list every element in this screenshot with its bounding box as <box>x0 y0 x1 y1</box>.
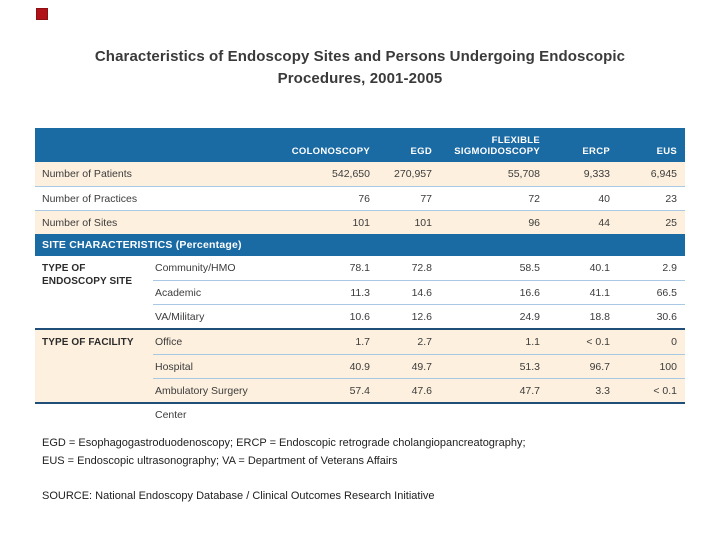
cell-value: 18.8 <box>589 311 610 323</box>
cell-value: 57.4 <box>349 385 370 397</box>
column-header-flexible-sigmoidoscopy: FLEXIBLE SIGMOIDOSCOPY <box>454 135 540 157</box>
cell-value: 72.8 <box>411 262 432 274</box>
row-label: Hospital <box>155 361 193 373</box>
cell-value: < 0.1 <box>653 385 677 397</box>
cell-value: 2.7 <box>417 336 432 348</box>
row-label: Office <box>155 336 183 348</box>
cell-value: 58.5 <box>519 262 540 274</box>
cell-value: 24.9 <box>519 311 540 323</box>
cell-value: 2.9 <box>662 262 677 274</box>
group-label: TYPE OF FACILITY <box>42 337 134 348</box>
table-header-row: COLONOSCOPY EGD FLEXIBLE SIGMOIDOSCOPY ERCP… <box>35 128 685 162</box>
source-line: SOURCE: National Endoscopy Database / Cl… <box>42 490 435 502</box>
cell-value: 47.7 <box>519 385 540 397</box>
endoscopy-table: COLONOSCOPY EGD FLEXIBLE SIGMOIDOSCOPY ERCP… <box>35 128 685 421</box>
slide-accent-square <box>36 8 48 20</box>
group-rows: Office 1.7 2.7 1.1 < 0.1 0 Hospital 40.9 49.7 51.… <box>153 330 685 421</box>
cell-value: 51.3 <box>519 361 540 373</box>
cell-value: 11.3 <box>350 287 370 299</box>
table-row-number-of-practices: Number of Practices 76 77 72 40 23 <box>35 186 685 210</box>
cell-value: 3.3 <box>595 385 610 397</box>
cell-value: 100 <box>659 361 677 373</box>
group-label: TYPE OF ENDOSCOPY SITE <box>42 263 133 287</box>
cell-value: 12.6 <box>411 311 432 323</box>
cell-value: 542,650 <box>332 168 370 180</box>
cell-value: 44 <box>598 217 610 229</box>
table-row-community-hmo: Community/HMO 78.1 72.8 58.5 40.1 2.9 <box>153 256 685 280</box>
row-label: Ambulatory Surgery Center <box>155 385 248 421</box>
column-header-egd: EGD <box>410 146 432 157</box>
group-rows: Community/HMO 78.1 72.8 58.5 40.1 2.9 Academic… <box>153 256 685 328</box>
cell-value: 55,708 <box>507 168 540 180</box>
cell-value: 101 <box>414 217 432 229</box>
column-header-eus: EUS <box>656 146 677 157</box>
table-row-academic: Academic 11.3 14.6 16.6 41.1 66.5 <box>153 280 685 304</box>
table-group-rows: TYPE OF ENDOSCOPY SITE Community/HMO 78.1 7… <box>35 256 685 421</box>
row-label: Number of Sites <box>42 217 118 229</box>
column-header-ercp: ERCP <box>582 146 610 157</box>
cell-value: 14.6 <box>411 287 432 299</box>
cell-value: 9,333 <box>583 168 610 180</box>
cell-value: 72 <box>528 193 540 205</box>
table-row-number-of-patients: Number of Patients 542,650 270,957 55,708 9,… <box>35 162 685 186</box>
section-band: SITE CHARACTERISTICS (Percentage) <box>35 234 685 256</box>
table-row-office: Office 1.7 2.7 1.1 < 0.1 0 <box>153 330 685 354</box>
cell-value: 66.5 <box>656 287 677 299</box>
cell-value: 40.9 <box>349 361 370 373</box>
cell-value: 41.1 <box>589 287 610 299</box>
row-label: Number of Practices <box>42 193 138 205</box>
row-label: VA/Military <box>155 311 205 323</box>
cell-value: 96 <box>528 217 540 229</box>
cell-value: 96.7 <box>589 361 610 373</box>
cell-value: 49.7 <box>411 361 432 373</box>
row-label: Community/HMO <box>155 262 236 274</box>
table-row-va-military: VA/Military 10.6 12.6 24.9 18.8 30.6 <box>153 304 685 328</box>
cell-value: 101 <box>352 217 370 229</box>
cell-value: 78.1 <box>349 262 370 274</box>
slide-title-line2: Procedures, 2001-2005 <box>277 70 443 87</box>
section-band-label: SITE CHARACTERISTICS (Percentage) <box>42 239 242 251</box>
cell-value: 23 <box>665 193 677 205</box>
abbreviations-line1: EGD = Esophagogastroduodenoscopy; ERCP =… <box>42 437 526 449</box>
table-row-ambulatory-surgery-center: Ambulatory Surgery Center 57.4 47.6 47.7 3.3… <box>153 378 685 421</box>
cell-value: 40 <box>598 193 610 205</box>
column-header-colonoscopy: COLONOSCOPY <box>291 146 370 157</box>
cell-value: 25 <box>665 217 677 229</box>
cell-value: 47.6 <box>411 385 432 397</box>
table-row-number-of-sites: Number of Sites 101 101 96 44 25 <box>35 210 685 234</box>
cell-value: 0 <box>671 336 677 348</box>
cell-value: 6,945 <box>650 168 677 180</box>
footnotes: EGD = Esophagogastroduodenoscopy; ERCP =… <box>42 434 687 505</box>
row-label: Number of Patients <box>42 168 132 180</box>
cell-value: 77 <box>420 193 432 205</box>
table-row-hospital: Hospital 40.9 49.7 51.3 96.7 100 <box>153 354 685 378</box>
group-type-of-facility: TYPE OF FACILITY Office 1.7 2.7 1.1 < 0.1 0 Hos… <box>35 328 685 421</box>
cell-value: < 0.1 <box>586 336 610 348</box>
abbreviations-line2: EUS = Endoscopic ultrasonography; VA = D… <box>42 455 398 467</box>
cell-value: 16.6 <box>519 287 540 299</box>
group-type-of-endoscopy-site: TYPE OF ENDOSCOPY SITE Community/HMO 78.1 7… <box>35 256 685 328</box>
row-label: Academic <box>155 287 202 299</box>
cell-value: 1.7 <box>355 336 370 348</box>
cell-value: 30.6 <box>656 311 677 323</box>
slide-title: Characteristics of Endoscopy Sites and P… <box>20 46 700 90</box>
cell-value: 76 <box>358 193 370 205</box>
cell-value: 10.6 <box>349 311 370 323</box>
table-summary-rows: Number of Patients 542,650 270,957 55,708 9,… <box>35 162 685 234</box>
slide-title-line1: Characteristics of Endoscopy Sites and P… <box>94 48 626 65</box>
cell-value: 40.1 <box>589 262 610 274</box>
cell-value: 270,957 <box>394 168 432 180</box>
cell-value: 1.1 <box>525 336 540 348</box>
